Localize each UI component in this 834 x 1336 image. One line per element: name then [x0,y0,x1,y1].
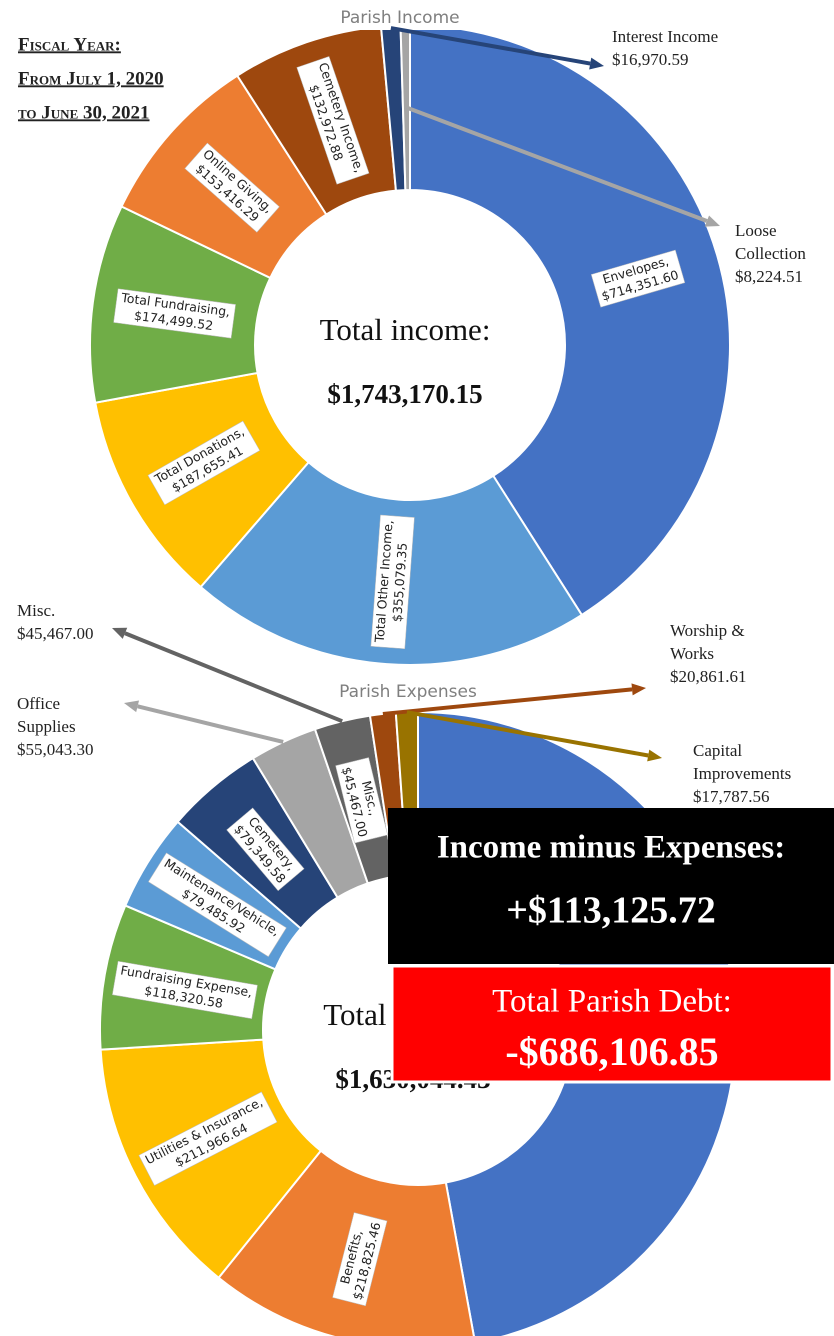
callout-arrow [382,687,633,716]
fiscal-year-line: to June 30, 2021 [18,102,150,123]
callout-name: Improvements [693,764,791,783]
callout-arrow [405,105,708,223]
fiscal-year-line: From July 1, 2020 [18,68,164,89]
label-box [148,852,287,957]
callout-name: Misc. [17,601,55,620]
slice-value: $355,079.35 [389,542,410,622]
chart-title: Parish Expenses [339,682,477,702]
callout-arrowhead [589,57,604,70]
label-box [112,960,258,1019]
debt-box [390,964,834,1084]
label-box [138,1091,278,1186]
center-label: Total income: [320,312,491,347]
callout-value: $17,787.56 [693,787,770,806]
label-box [332,1212,388,1307]
callout-name: Supplies [17,717,76,736]
slice [99,1038,323,1280]
net-title: Income minus Expenses: [437,830,785,866]
label-box [590,249,686,308]
callout-arrow [124,631,343,724]
label-box [184,142,280,233]
overlay: Interest Income $16,970.59 Loose Collection… [17,26,806,806]
title-backdrop [320,6,500,30]
label-box [370,514,415,650]
debt-title: Total Parish Debt: [492,984,732,1020]
callout-value: $45,467.00 [17,624,94,643]
label-box [147,420,261,506]
callout-name: Loose [735,221,777,240]
slice [409,23,731,617]
callout-arrowhead [631,683,646,696]
net-box [388,808,834,964]
callout-arrow [406,710,649,758]
callout-name: Collection [735,244,806,263]
callout-arrowhead [647,749,662,762]
callout-arrow [137,704,284,744]
callout-value: $16,970.59 [612,50,689,69]
fiscal-year-line: Fiscal Year: [18,34,121,55]
net-value: +$113,125.72 [506,890,716,932]
callout-arrowhead [704,215,720,227]
callout-name: Interest Income [612,27,718,46]
label-box [335,757,388,844]
callout-name: Works [670,644,714,663]
callout-arrowhead [112,627,128,639]
callout-value: $55,043.30 [17,740,94,759]
callout-name: Capital [693,741,742,760]
callout-value: $8,224.51 [735,267,803,286]
debt-value: -$686,106.85 [505,1029,718,1074]
callout-name: Office [17,694,60,713]
label-box [226,807,305,892]
center-value: $1,743,170.15 [327,379,482,409]
chart-title: Parish Income [340,8,459,28]
slice-label: Total Other Income,$355,079.35 [370,514,415,650]
title-backdrop [328,680,508,704]
callout-arrow [390,26,591,66]
callout-arrowhead [124,700,140,713]
callout-value: $20,861.61 [670,667,747,686]
label-box [296,56,370,185]
label-box [113,288,236,339]
callout-name: Worship & [670,621,745,640]
